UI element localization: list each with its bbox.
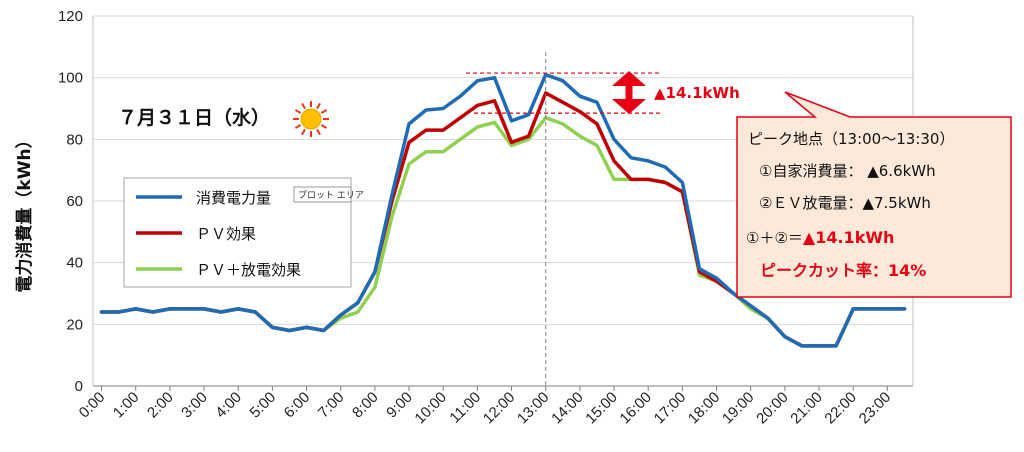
y-axis-label: 電力消費量（kWh）	[14, 131, 35, 292]
plot-area-tooltip: プロット エリア	[298, 190, 364, 201]
legend: 消費電力量 ＰＶ効果 ＰＶ＋放電効果 プロット エリア	[123, 177, 364, 288]
x-tick-label: 9:00	[383, 389, 416, 422]
x-tick-label: 11:00	[446, 389, 484, 427]
callout-line-2: ①自家消費量： ▲6.6kWh	[759, 162, 936, 180]
y-tick-label: 0	[75, 378, 83, 395]
x-tick-label: 14:00	[548, 389, 587, 428]
y-axis-ticks: 0 20 40 60 80 100 120	[58, 8, 83, 395]
x-tick-label: 22:00	[821, 389, 860, 428]
sun-icon	[293, 101, 329, 137]
x-tick-label: 19:00	[719, 389, 758, 428]
x-tick-label: 10:00	[411, 389, 450, 428]
x-tick-label: 18:00	[685, 389, 724, 428]
legend-label: 消費電力量	[196, 189, 271, 207]
y-tick-label: 60	[66, 193, 83, 210]
y-tick-label: 80	[66, 131, 83, 148]
x-tick-label: 4:00	[212, 389, 245, 422]
x-tick-label: 20:00	[753, 389, 792, 428]
callout-line-4: ①＋②＝▲14.1kWh	[746, 228, 894, 247]
x-tick-label: 17:00	[651, 389, 690, 428]
date-label: ７月３１日（水）	[118, 106, 270, 129]
x-tick-label: 23:00	[856, 389, 895, 428]
x-tick-label: 16:00	[616, 389, 655, 428]
callout-line-3: ②ＥＶ放電量：▲7.5kWh	[759, 194, 931, 212]
x-tick-label: 13:00	[514, 389, 553, 428]
plot-area-tooltip-box	[293, 186, 352, 203]
y-tick-label: 20	[66, 316, 83, 333]
x-tick-label: 2:00	[144, 389, 177, 422]
y-tick-label: 100	[58, 70, 83, 87]
callout-sum-prefix: ①＋②＝	[746, 229, 803, 247]
peak-diff-label: ▲14.1kWh	[654, 84, 740, 102]
x-axis-ticks: 0:00 1:00 2:00 3:00 4:00 5:00 6:00 7:00 8:00 9:00…	[76, 386, 895, 428]
callout-line-1: ピーク地点（13:00～13:30）	[748, 130, 954, 148]
y-tick-label: 40	[66, 255, 83, 272]
x-tick-label: 21:00	[787, 389, 826, 428]
legend-label: ＰＶ効果	[196, 225, 256, 243]
x-tick-label: 5:00	[247, 389, 280, 422]
series-line	[99, 72, 907, 348]
x-tick-label: 15:00	[582, 389, 621, 428]
x-tick-label: 1:00	[110, 389, 143, 422]
x-tick-label: 3:00	[178, 389, 211, 422]
y-tick-label: 120	[58, 8, 83, 25]
x-tick-label: 12:00	[480, 389, 519, 428]
x-tick-label: 8:00	[349, 389, 382, 422]
x-tick-label: 7:00	[315, 389, 348, 422]
peak-diff-arrow	[612, 71, 646, 114]
callout-sum-value: ▲14.1kWh	[803, 228, 894, 247]
x-tick-label: 6:00	[281, 389, 314, 422]
callout-peak-cut-rate: ピークカット率：14%	[760, 261, 926, 280]
peak-callout: ピーク地点（13:00～13:30） ①自家消費量： ▲6.6kWh ②ＥＶ放電…	[736, 91, 1012, 298]
series-lines	[99, 72, 907, 348]
legend-label: ＰＶ＋放電効果	[196, 261, 301, 279]
